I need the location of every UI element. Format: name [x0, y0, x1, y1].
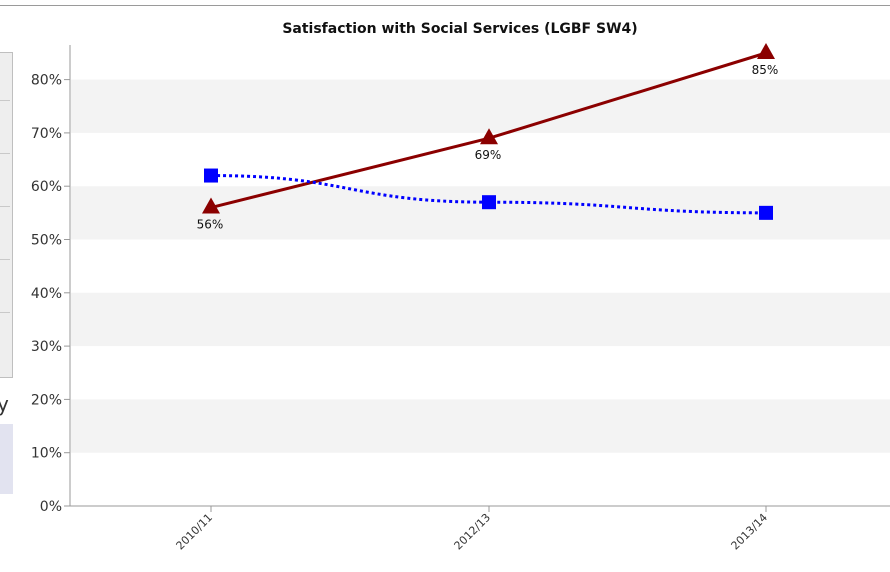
y-tick-label: 10% — [31, 446, 62, 462]
x-tick-label: 2013/14 — [729, 511, 771, 553]
y-tick-label: 70% — [31, 126, 62, 142]
x-tick-label: 2012/13 — [452, 511, 494, 553]
series-2-point — [759, 205, 773, 220]
cropped-side-table — [0, 52, 13, 378]
data-label: 85% — [752, 63, 779, 77]
table-row-divider — [0, 100, 10, 101]
grid-bands — [71, 79, 890, 453]
series-2-point — [482, 195, 496, 210]
data-label: 69% — [475, 148, 502, 162]
table-row-divider — [0, 206, 10, 207]
y-tick-label: 20% — [31, 392, 62, 408]
y-tick-label: 60% — [31, 179, 62, 195]
series-1-point — [757, 42, 775, 59]
cropped-highlight-panel — [0, 424, 13, 494]
data-labels: 56% 69% 85% — [197, 63, 779, 232]
table-row-divider — [0, 312, 10, 313]
y-tick-label: 80% — [31, 73, 62, 89]
x-tick-label: 2010/11 — [174, 511, 216, 553]
grid-band — [71, 399, 890, 453]
y-tick-label: 40% — [31, 286, 62, 302]
grid-band — [71, 79, 890, 133]
y-tick-label: 0% — [40, 499, 62, 515]
cropped-text: y — [0, 392, 9, 416]
series-1-point — [202, 197, 220, 214]
x-axis-ticks: 2010/11 2012/13 2013/14 — [174, 506, 771, 553]
table-row-divider — [0, 259, 10, 260]
series-2-point — [204, 168, 218, 183]
grid-band — [71, 292, 890, 347]
series-2-line — [210, 174, 767, 215]
y-tick-label: 30% — [31, 339, 62, 355]
table-row-divider — [0, 153, 10, 154]
series-group — [202, 42, 775, 220]
y-axis-ticks: 0% 10% 20% 30% 40% 50% 60% 70% 80% — [31, 73, 70, 515]
data-label: 56% — [197, 218, 224, 232]
chart-title: Satisfaction with Social Services (LGBF … — [282, 21, 637, 37]
series-1-point — [480, 128, 498, 145]
axes — [69, 45, 890, 507]
y-tick-label: 50% — [31, 233, 62, 249]
top-divider — [0, 5, 890, 6]
